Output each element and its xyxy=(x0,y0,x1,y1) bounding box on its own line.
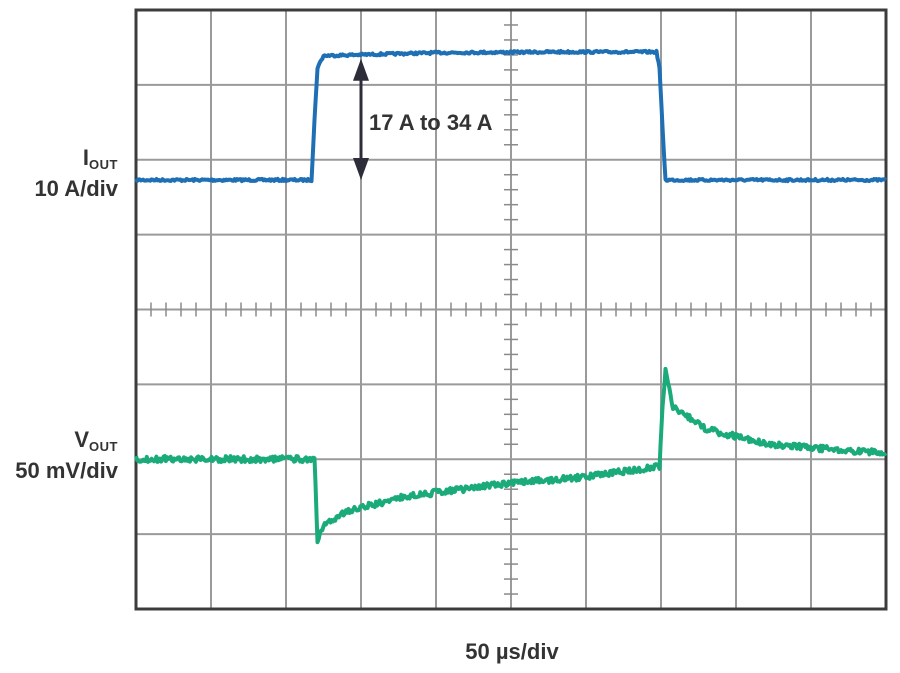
step-annotation: 17 A to 34 A xyxy=(369,110,493,135)
vout-scale: 50 mV/div xyxy=(15,458,118,483)
vout-name: VOUT xyxy=(74,427,118,455)
step-arrow xyxy=(353,58,369,180)
vout-trace xyxy=(134,366,888,545)
plot-frame xyxy=(134,8,888,611)
arrow-head-down xyxy=(353,158,369,180)
x-scale-label: 50 µs/div xyxy=(465,639,559,664)
iout-scale: 10 A/div xyxy=(34,176,118,201)
iout-trace xyxy=(134,48,888,184)
arrow-head-up xyxy=(353,58,369,81)
grid xyxy=(136,10,886,609)
vout-scale-label: VOUT 50 mV/div xyxy=(15,428,118,483)
iout-name: IOUT xyxy=(82,145,118,173)
center-ticks xyxy=(150,24,872,595)
iout-scale-label: IOUT 10 A/div xyxy=(34,146,118,201)
